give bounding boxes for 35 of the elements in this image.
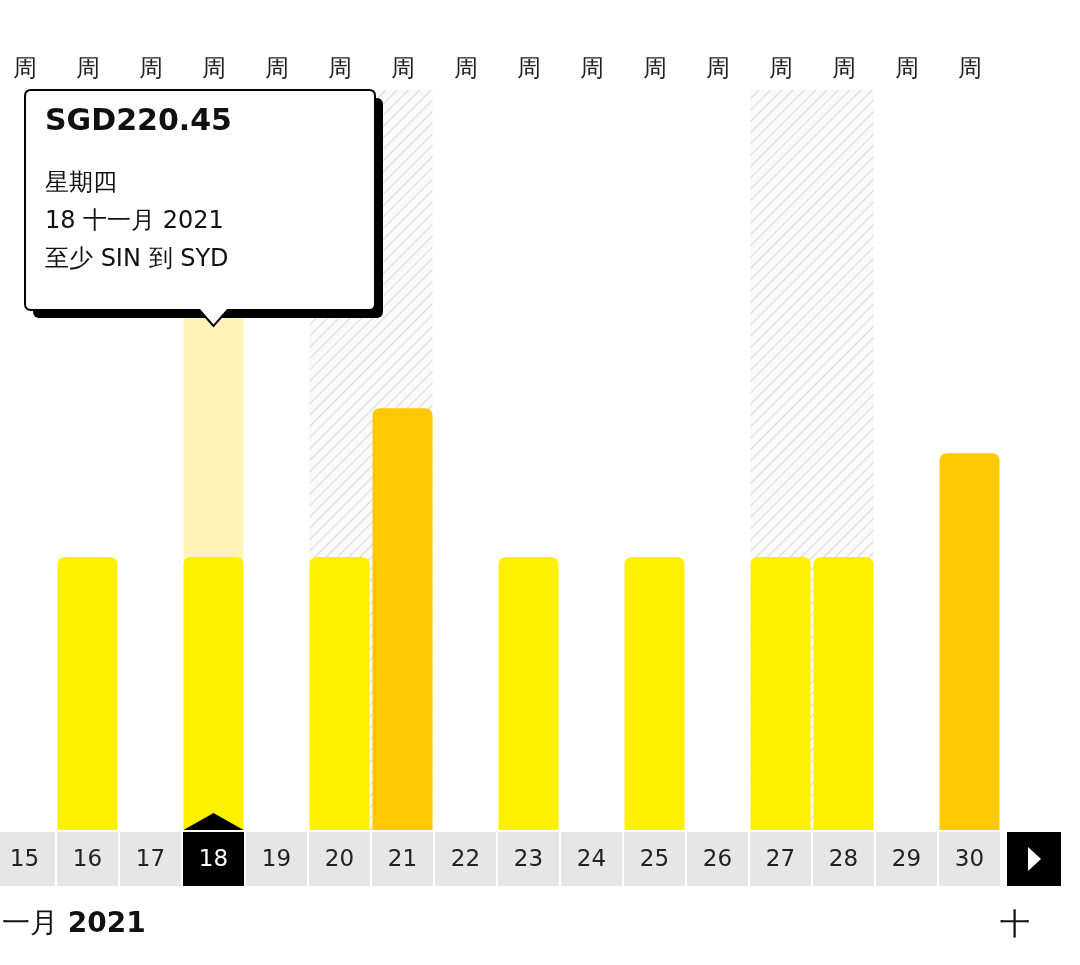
text: 周 (579, 54, 604, 82)
tooltip: SGD220.45 星期四 18 十一月 2021 至少 SIN 到 SYD (24, 89, 383, 327)
x-tick-label: 22 (450, 845, 481, 871)
x-tick-label: 18 (198, 845, 229, 871)
x-tick-label: 20 (324, 845, 355, 871)
text: 周 (327, 54, 352, 82)
x-tick-label: 17 (135, 845, 166, 871)
text: 周 (264, 54, 289, 82)
text: 周 (642, 54, 667, 82)
x-axis-title: 一月 2021 (2, 906, 146, 939)
x-tick-label: 21 (387, 845, 418, 871)
x-tick-label: 26 (702, 845, 733, 871)
text: 十 (1000, 906, 1030, 941)
x-tick-label: 27 (765, 845, 796, 871)
text: 周 (453, 54, 478, 82)
x-tick-label: 24 (576, 845, 607, 871)
text: 周 (12, 54, 37, 82)
x-tick-label: 15 (9, 845, 40, 871)
x-tick-label: 29 (891, 845, 922, 871)
text: 周 (516, 54, 541, 82)
text: 周 (75, 54, 100, 82)
text: 周 (894, 54, 919, 82)
x-tick-label: 23 (513, 845, 544, 871)
text: 周 (768, 54, 793, 82)
x-tick-label: 28 (828, 845, 859, 871)
text: 周 (831, 54, 856, 82)
x-tick-label: 30 (954, 845, 985, 871)
x-tick-label: 19 (261, 845, 292, 871)
text: 周 (957, 54, 982, 82)
text: 周 (390, 54, 415, 82)
text: 周 (705, 54, 730, 82)
text: 周 (138, 54, 163, 82)
x-tick-label: 16 (72, 845, 103, 871)
x-tick-label: 25 (639, 845, 670, 871)
text: 周 (201, 54, 226, 82)
